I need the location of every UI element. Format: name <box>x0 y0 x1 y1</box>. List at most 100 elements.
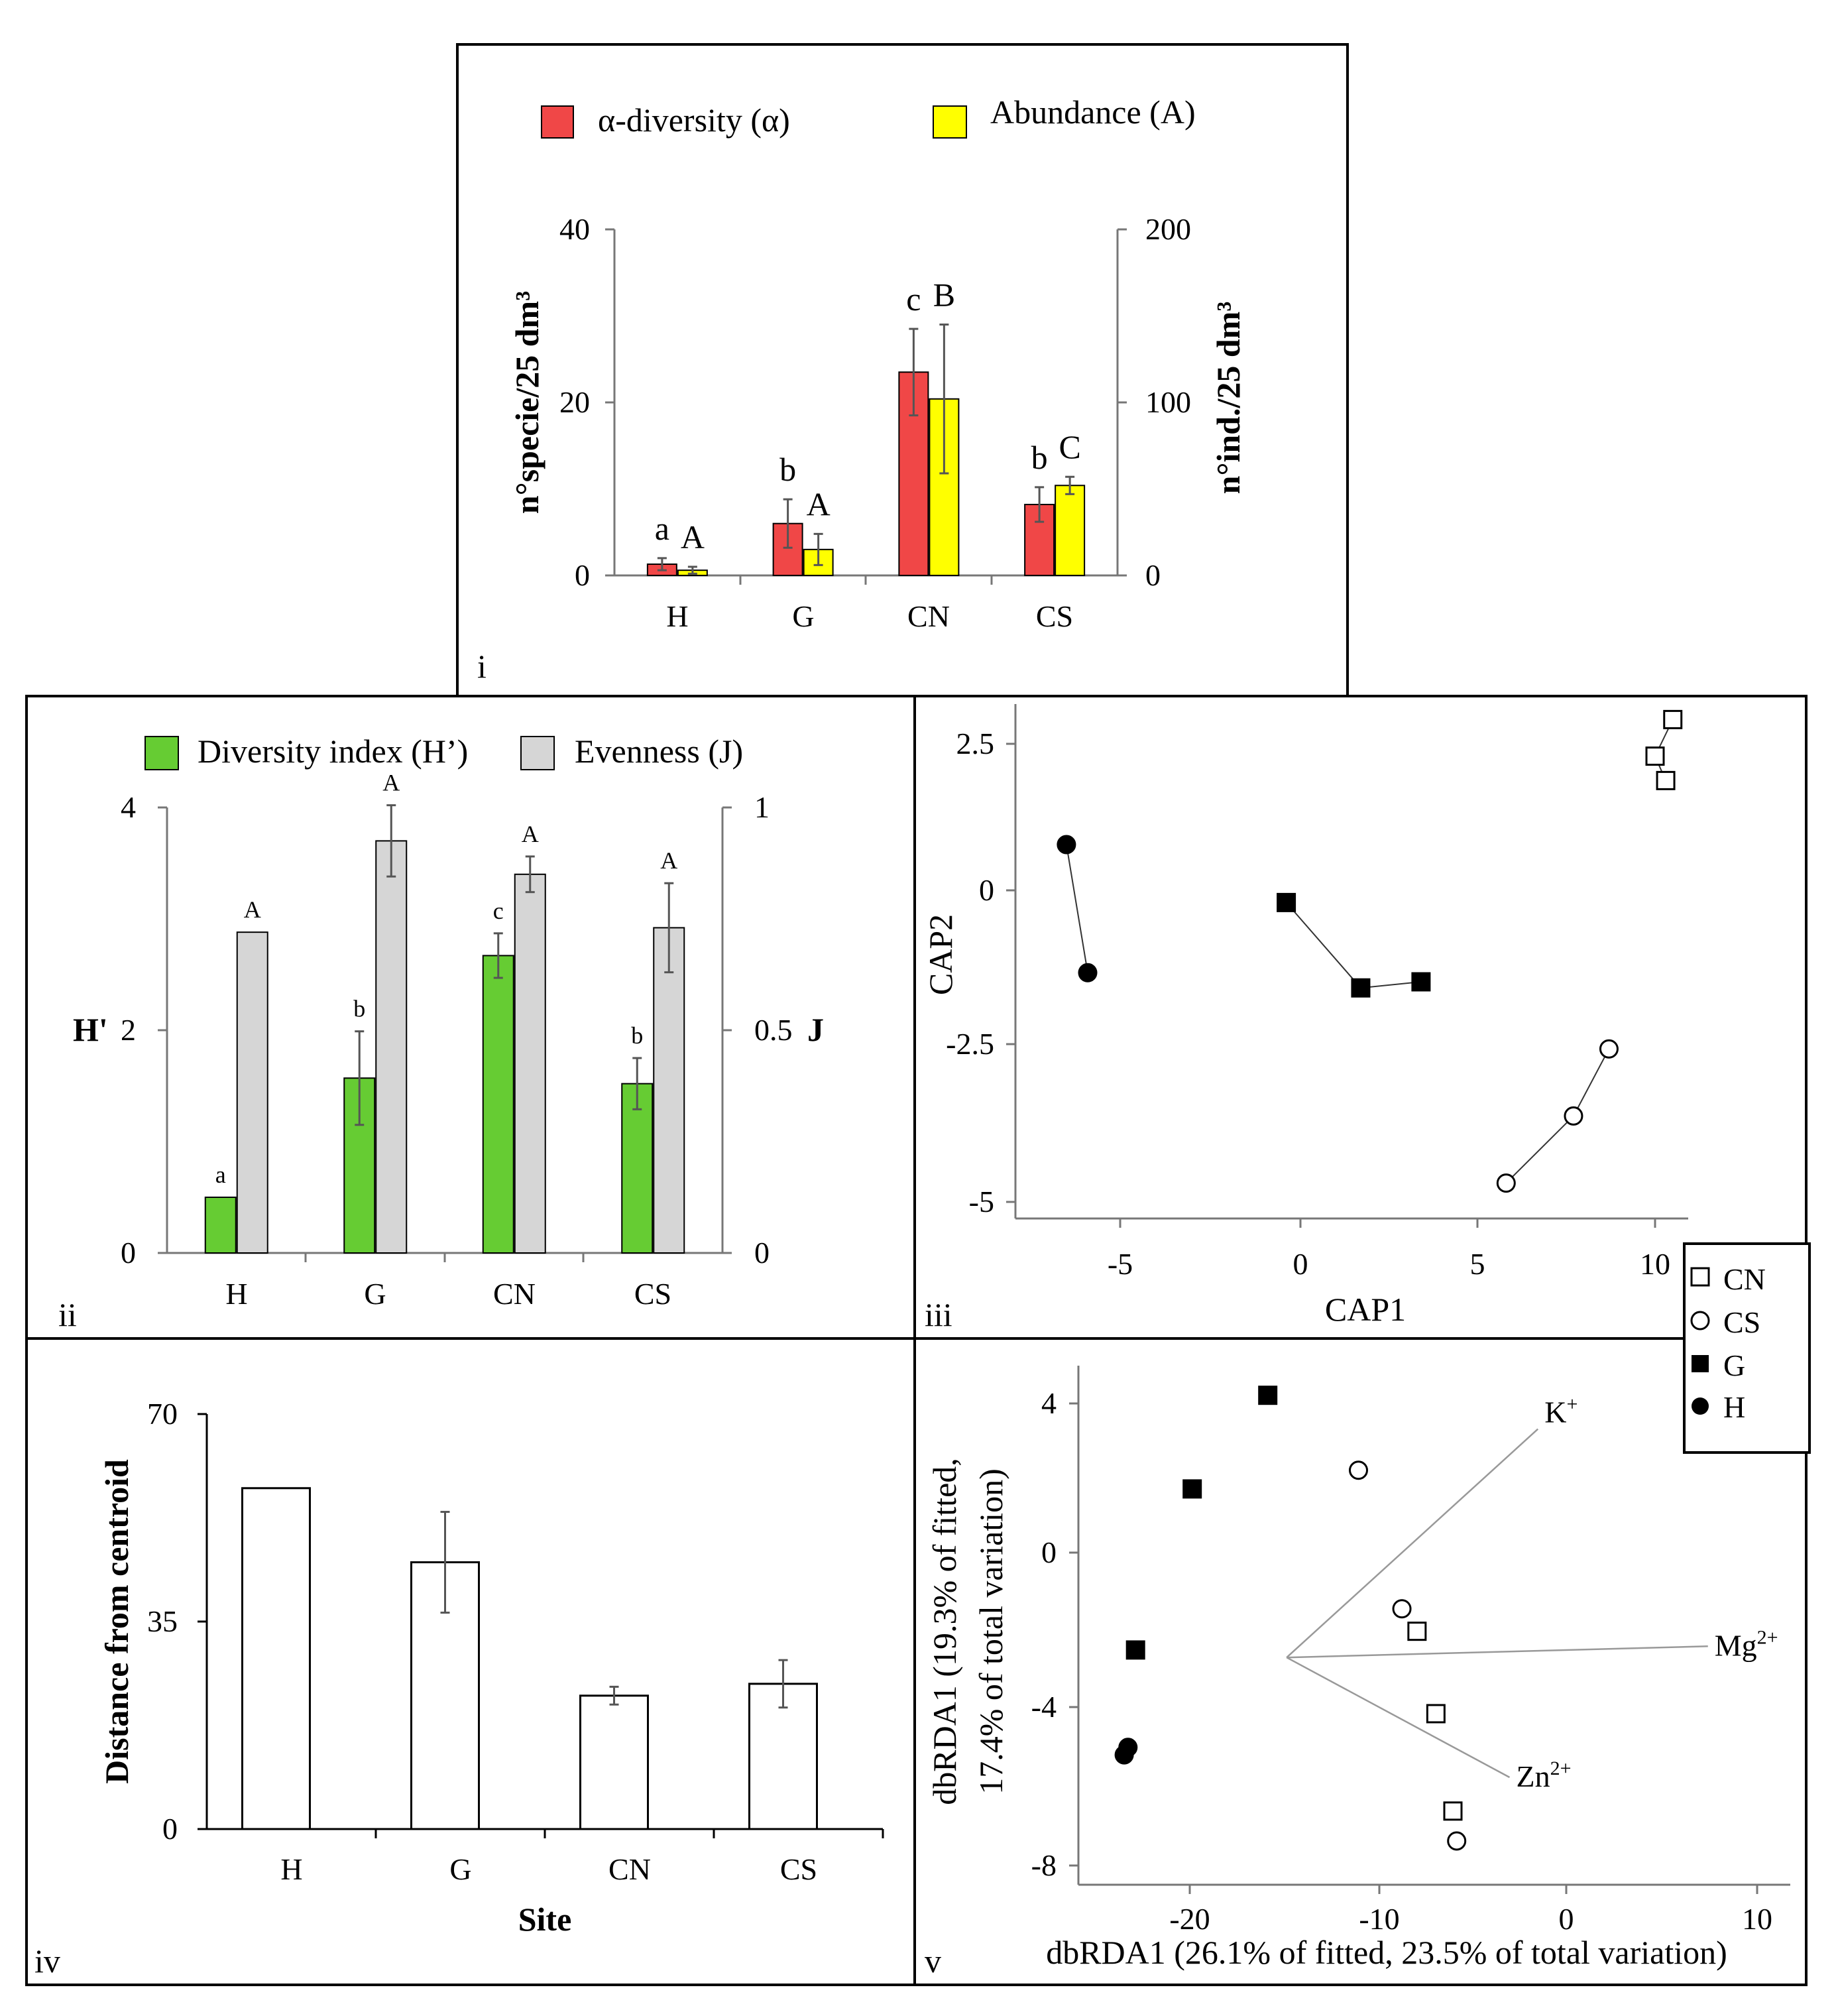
legend-swatch-alpha <box>541 105 574 139</box>
point-iii-G <box>1411 972 1431 992</box>
panel-v-ytick: -4 <box>1031 1690 1057 1724</box>
panel-v: 4 0 -4 -8 -20 -10 0 10 dbRDA1 (26.1% of … <box>926 1366 1790 1971</box>
significance-letter-i: a <box>655 510 669 547</box>
panel-i-xtick: H <box>666 599 688 633</box>
panel-v-ylabel-line1: dbRDA1 (19.3% of fitted, <box>926 1458 963 1805</box>
legend-label-evenness: Evenness (J) <box>575 733 743 770</box>
panel-v-points <box>1114 1386 1467 1851</box>
point-iii-CN <box>1645 746 1665 766</box>
point-v-G <box>1125 1640 1145 1660</box>
point-iii-CS <box>1599 1039 1619 1059</box>
vector-Zn <box>1286 1657 1511 1779</box>
panel-v-xlabel: dbRDA1 (26.1% of fitted, 23.5% of total … <box>1046 1934 1727 1971</box>
panel-ii-ylabel-left: H' <box>73 1011 108 1048</box>
panel-i-ytick-right: 100 <box>1145 385 1191 419</box>
legend-marker-cn <box>1690 1267 1710 1287</box>
significance-letter-ii: b <box>631 1022 643 1049</box>
point-iii-CS <box>1496 1173 1516 1193</box>
point-iii-G <box>1277 892 1296 912</box>
bar-i-Abundance-CS <box>1055 485 1086 577</box>
point-v-CS <box>1392 1599 1412 1619</box>
panel-iv-ytick: 35 <box>147 1604 178 1638</box>
bar-i-α-diversity-G <box>772 522 803 577</box>
bar-ii-Diversity-H <box>204 1197 237 1254</box>
panel-label-iii: iii <box>925 1296 952 1333</box>
panel-iii-xtick: 5 <box>1470 1247 1485 1281</box>
vector-K <box>1286 1428 1539 1659</box>
panel-ii-ytick-left: 0 <box>121 1236 136 1270</box>
bar-ii-Evenness-G <box>375 840 408 1254</box>
point-iii-H <box>1057 835 1076 855</box>
panel-iii-xtick: -5 <box>1108 1247 1133 1281</box>
bar-iv-H <box>241 1487 311 1830</box>
significance-letter-i: A <box>807 485 831 522</box>
significance-letter-i: B <box>933 276 955 314</box>
panel-i-ytick-right: 200 <box>1145 212 1191 246</box>
point-v-CN <box>1407 1622 1427 1641</box>
panel-iii-ylabel: CAP2 <box>922 914 959 995</box>
significance-letter-ii: c <box>493 898 504 924</box>
panel-label-ii: ii <box>58 1296 77 1333</box>
panel-iii: 2.5 0 -2.5 -5 -5 0 5 10 CAP1 CAP2 <box>922 704 1688 1328</box>
panel-ii-xtick: G <box>364 1277 386 1311</box>
legend-label-g: G <box>1723 1348 1745 1382</box>
significance-letter-i: c <box>906 280 921 318</box>
significance-letter-i: b <box>779 451 796 488</box>
connector-iii-H <box>1065 844 1088 973</box>
significance-letter-ii: A <box>522 821 539 847</box>
panel-iv-xtick: H <box>280 1852 302 1886</box>
panel-frames <box>25 43 1808 1986</box>
panel-ii-ytick-left: 4 <box>121 790 136 824</box>
panel-ii-ylabel-right: J <box>807 1011 824 1048</box>
significance-letter-ii: A <box>660 847 677 874</box>
panel-iv-ytick: 0 <box>162 1812 178 1846</box>
point-iii-CN <box>1656 770 1676 790</box>
point-iii-G <box>1351 978 1371 998</box>
bar-ii-Evenness-H <box>236 931 268 1254</box>
significance-letter-ii: b <box>353 996 365 1022</box>
panel-v-ytick: 0 <box>1041 1535 1057 1569</box>
frame-panel-v <box>913 1337 1808 1986</box>
panel-ii-legend: Diversity index (H’) Evenness (J) <box>144 733 743 770</box>
panel-iv-ylabel: Distance from centroid <box>98 1459 135 1784</box>
connector-iii-G <box>1285 902 1422 989</box>
panel-iii-xlabel: CAP1 <box>1325 1291 1406 1328</box>
panel-i-xtick: CN <box>907 599 950 633</box>
point-v-CN <box>1426 1704 1446 1724</box>
panel-iii-xtick: 0 <box>1293 1247 1308 1281</box>
panel-iv: 70 35 0 H G CN CS Site Distance from cen… <box>98 1397 884 1938</box>
point-v-CS <box>1447 1831 1467 1851</box>
legend-label-cn: CN <box>1723 1262 1766 1296</box>
panel-iii-ytick: -2.5 <box>946 1027 994 1061</box>
bar-iv-CN <box>579 1694 649 1830</box>
panel-ii-ytick-right: 0 <box>754 1236 770 1270</box>
bar-ii-Diversity-CN <box>482 955 514 1254</box>
panel-iii-ytick: 0 <box>979 873 994 907</box>
panel-label-iv: iv <box>34 1942 60 1980</box>
point-v-H <box>1118 1738 1138 1757</box>
legend-label-abundance: Abundance (A) <box>990 93 1196 131</box>
point-iii-CN <box>1663 709 1683 729</box>
panel-ii-xtick: CS <box>634 1277 671 1311</box>
point-v-CN <box>1443 1801 1463 1821</box>
panel-i-ylabel-left: n°specie/25 dm³ <box>508 291 546 514</box>
significance-letter-ii: a <box>215 1161 226 1188</box>
panel-v-xtick: -20 <box>1169 1902 1210 1936</box>
panel-v-xtick: 10 <box>1742 1902 1772 1936</box>
panel-i-legend: α-diversity (α) Abundance (A) <box>541 93 1196 139</box>
panel-v-xtick: -10 <box>1359 1902 1399 1936</box>
panel-label-v: v <box>925 1942 941 1980</box>
panel-ii-ytick-left: 2 <box>121 1013 136 1047</box>
panel-v-ytick: 4 <box>1041 1386 1057 1420</box>
vector-Mg <box>1287 1645 1708 1659</box>
legend-swatch-diversity <box>144 736 179 770</box>
panel-i-ylabel-right: n°ind./25 dm³ <box>1210 302 1247 495</box>
panel-i-ytick-left: 40 <box>559 212 590 246</box>
panel-iii-ytick: -5 <box>969 1185 994 1218</box>
panel-i-ytick-left: 0 <box>575 558 590 592</box>
panel-ii: Diversity index (H’) Evenness (J) 4 2 0 … <box>73 733 824 1311</box>
legend-label-h: H <box>1723 1390 1745 1424</box>
panel-v-axes <box>1069 1366 1790 1894</box>
vector-label-Zn: Zn2+ <box>1517 1757 1572 1793</box>
panel-ii-xtick: CN <box>493 1277 536 1311</box>
